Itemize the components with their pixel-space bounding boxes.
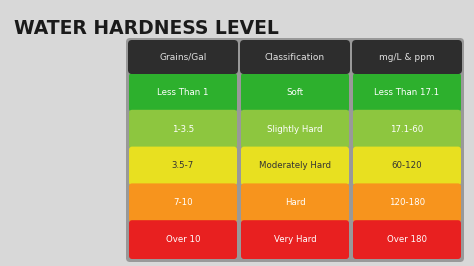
FancyBboxPatch shape [353, 110, 461, 149]
Text: 1-3.5: 1-3.5 [172, 125, 194, 134]
FancyBboxPatch shape [129, 73, 237, 112]
FancyBboxPatch shape [129, 110, 237, 149]
Text: Hard: Hard [285, 198, 305, 207]
Text: 7-10: 7-10 [173, 198, 193, 207]
Text: Slightly Hard: Slightly Hard [267, 125, 323, 134]
Text: Classification: Classification [265, 52, 325, 61]
Text: Moderately Hard: Moderately Hard [259, 161, 331, 171]
Text: Very Hard: Very Hard [273, 235, 316, 244]
Text: mg/L & ppm: mg/L & ppm [379, 52, 435, 61]
FancyBboxPatch shape [353, 220, 461, 259]
FancyBboxPatch shape [353, 147, 461, 185]
FancyBboxPatch shape [352, 40, 462, 74]
FancyBboxPatch shape [240, 40, 350, 74]
Text: Grains/Gal: Grains/Gal [159, 52, 207, 61]
Text: Less Than 17.1: Less Than 17.1 [374, 88, 439, 97]
Text: 3.5-7: 3.5-7 [172, 161, 194, 171]
Text: WATER HARDNESS LEVEL: WATER HARDNESS LEVEL [14, 19, 279, 38]
FancyBboxPatch shape [241, 110, 349, 149]
Text: 17.1-60: 17.1-60 [391, 125, 424, 134]
Text: Over 180: Over 180 [387, 235, 427, 244]
FancyBboxPatch shape [353, 183, 461, 222]
Text: Over 10: Over 10 [166, 235, 200, 244]
FancyBboxPatch shape [241, 147, 349, 185]
Text: 120-180: 120-180 [389, 198, 425, 207]
FancyBboxPatch shape [126, 38, 464, 262]
Text: Less Than 1: Less Than 1 [157, 88, 209, 97]
FancyBboxPatch shape [241, 183, 349, 222]
FancyBboxPatch shape [241, 73, 349, 112]
FancyBboxPatch shape [129, 147, 237, 185]
Text: Soft: Soft [286, 88, 303, 97]
FancyBboxPatch shape [241, 220, 349, 259]
FancyBboxPatch shape [128, 40, 238, 74]
Text: 60-120: 60-120 [392, 161, 422, 171]
FancyBboxPatch shape [129, 220, 237, 259]
FancyBboxPatch shape [353, 73, 461, 112]
FancyBboxPatch shape [129, 183, 237, 222]
